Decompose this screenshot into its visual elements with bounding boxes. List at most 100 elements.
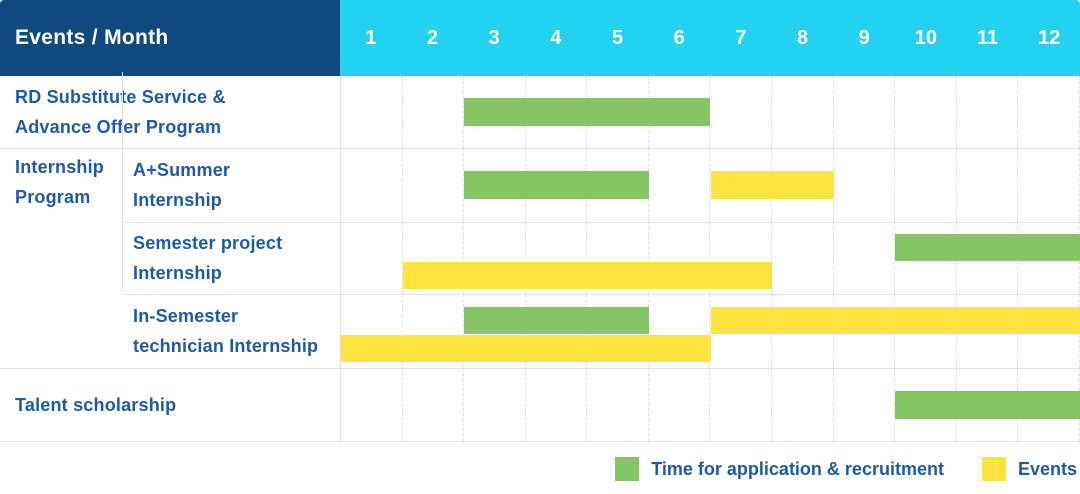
- group-label-line: Internship: [15, 157, 105, 177]
- label-line: RD Substitute Service &: [15, 87, 226, 107]
- header-row: Events / Month 1 2 3 4 5 6 7 8 9 10 11 12: [0, 0, 1080, 76]
- recruitment-bar: [464, 307, 649, 334]
- month-grid-cell: [526, 368, 588, 441]
- label-line: technician Internship: [133, 336, 319, 356]
- group-label-line: Program: [15, 187, 91, 207]
- month-grid-cell: [649, 368, 711, 441]
- month-header-cell-9: 9: [858, 26, 870, 49]
- month-header-cell-11: 11: [976, 26, 999, 49]
- month-grid-cell: [710, 368, 773, 441]
- label-line: Internship: [133, 263, 223, 283]
- month-grid-cell: [772, 76, 834, 148]
- month-grid-cell: [834, 222, 896, 294]
- row-separator: [0, 368, 1080, 369]
- recruitment-bar: [895, 234, 1080, 261]
- month-grid-cell: [834, 148, 896, 222]
- recruitment-bar: [464, 98, 711, 126]
- month-grid-cell: [649, 148, 711, 222]
- event-bar: [402, 262, 773, 289]
- month-header-cell-6: 6: [673, 26, 685, 49]
- row-talent-scholarship: Talent scholarship: [0, 368, 1080, 441]
- month-grid-cell: [1018, 148, 1080, 222]
- label-line: Semester project: [133, 233, 283, 253]
- event-bar: [710, 171, 834, 199]
- legend: Time for application & recruitment Events: [0, 457, 1080, 481]
- label-line: Talent scholarship: [15, 394, 177, 415]
- month-header-cell-8: 8: [796, 26, 809, 49]
- month-grid-cell: [403, 76, 465, 148]
- row-separator: [123, 294, 1080, 295]
- month-grid-cell: [1018, 76, 1080, 148]
- month-grid-cell: [403, 222, 465, 294]
- month-grid-cell: [834, 368, 896, 441]
- month-header-cell-2: 2: [426, 26, 439, 49]
- month-header-cell-12: 12: [1038, 26, 1061, 49]
- row-separator: [0, 148, 1080, 149]
- row-cells: [340, 222, 1080, 294]
- month-grid-cell: [403, 148, 465, 222]
- row-label-in-semester-technician-internship: In-Semester technician Internship: [0, 294, 340, 368]
- month-grid-cell: [464, 222, 526, 294]
- row-label-a-summer-internship: A+Summer Internship: [0, 148, 340, 222]
- row-cells: [340, 368, 1080, 441]
- legend-swatch-recruitment: [615, 457, 640, 481]
- month-grid-cell: [464, 368, 526, 441]
- row-cells: [340, 76, 1080, 148]
- month-grid-cell: [710, 222, 773, 294]
- row-label-talent-scholarship: Talent scholarship: [0, 368, 340, 441]
- month-grid-cell: [772, 368, 834, 441]
- month-header-row: 1 2 3 4 5 6 7 8 9 10 11 12: [340, 0, 1080, 76]
- month-grid-cell: [341, 76, 403, 148]
- month-grid-cell: [957, 148, 1019, 222]
- row-cells: [340, 294, 1080, 368]
- month-grid-cell: [772, 222, 834, 294]
- month-header-cell-1: 1: [365, 26, 377, 49]
- month-grid-cell: [341, 294, 403, 368]
- month-grid-cell: [403, 368, 465, 441]
- label-line: A+Summer: [133, 160, 231, 180]
- legend-item-event: Events: [981, 457, 1077, 481]
- label-line: Advance Offer Program: [15, 117, 222, 137]
- row-semester-project-internship: Semester project Internship: [0, 222, 1080, 294]
- month-grid-cell: [649, 294, 711, 368]
- month-grid-cell: [834, 76, 896, 148]
- month-grid-cell: [341, 368, 403, 441]
- month-grid-cell: [403, 294, 465, 368]
- recruitment-bar: [895, 390, 1080, 419]
- row-label-rd-substitute-service-advance-offer-program: RD Substitute Service & Advance Offer Pro…: [0, 76, 340, 148]
- legend-label: Events: [1017, 458, 1077, 479]
- legend-swatch-event: [981, 457, 1006, 481]
- month-header-cell-10: 10: [914, 26, 937, 49]
- row-a-summer-internship: A+Summer Internship: [0, 148, 1080, 222]
- month-header-cell-7: 7: [735, 26, 747, 49]
- label-line: In-Semester: [133, 306, 239, 326]
- gantt-body: RD Substitute Service & Advance Offer Pro…: [0, 76, 1080, 442]
- legend-item-recruitment: Time for application & recruitment: [615, 457, 944, 481]
- event-bar: [710, 307, 1080, 334]
- month-grid-cell: [649, 222, 711, 294]
- row-label-semester-project-internship: Semester project Internship: [0, 222, 340, 294]
- month-grid-cell: [895, 76, 957, 148]
- row-in-semester-technician-internship: In-Semester technician Internship: [0, 294, 1080, 368]
- month-grid-cell: [341, 222, 403, 294]
- month-grid-cell: [957, 76, 1019, 148]
- events-month-header: Events / Month: [0, 0, 340, 76]
- month-grid-cell: [526, 222, 588, 294]
- month-header-cell-3: 3: [488, 26, 500, 49]
- month-header-cell-5: 5: [611, 26, 624, 49]
- row-cells: [340, 148, 1080, 222]
- legend-label: Time for application & recruitment: [651, 458, 944, 479]
- label-line: Internship: [133, 190, 223, 210]
- row-separator: [123, 222, 1080, 223]
- event-bar: [341, 335, 711, 362]
- month-grid-cell: [710, 76, 773, 148]
- month-grid-cell: [895, 148, 957, 222]
- month-grid-cell: [587, 222, 649, 294]
- month-grid-cell: [587, 368, 649, 441]
- row-rd-substitute-service-advance-offer-program: RD Substitute Service & Advance Offer Pro…: [0, 76, 1080, 148]
- group-cell-internship-program: Internship Program: [0, 72, 123, 292]
- recruitment-bar: [464, 171, 649, 199]
- month-header-cell-4: 4: [550, 26, 562, 49]
- month-grid-cell: [341, 148, 403, 222]
